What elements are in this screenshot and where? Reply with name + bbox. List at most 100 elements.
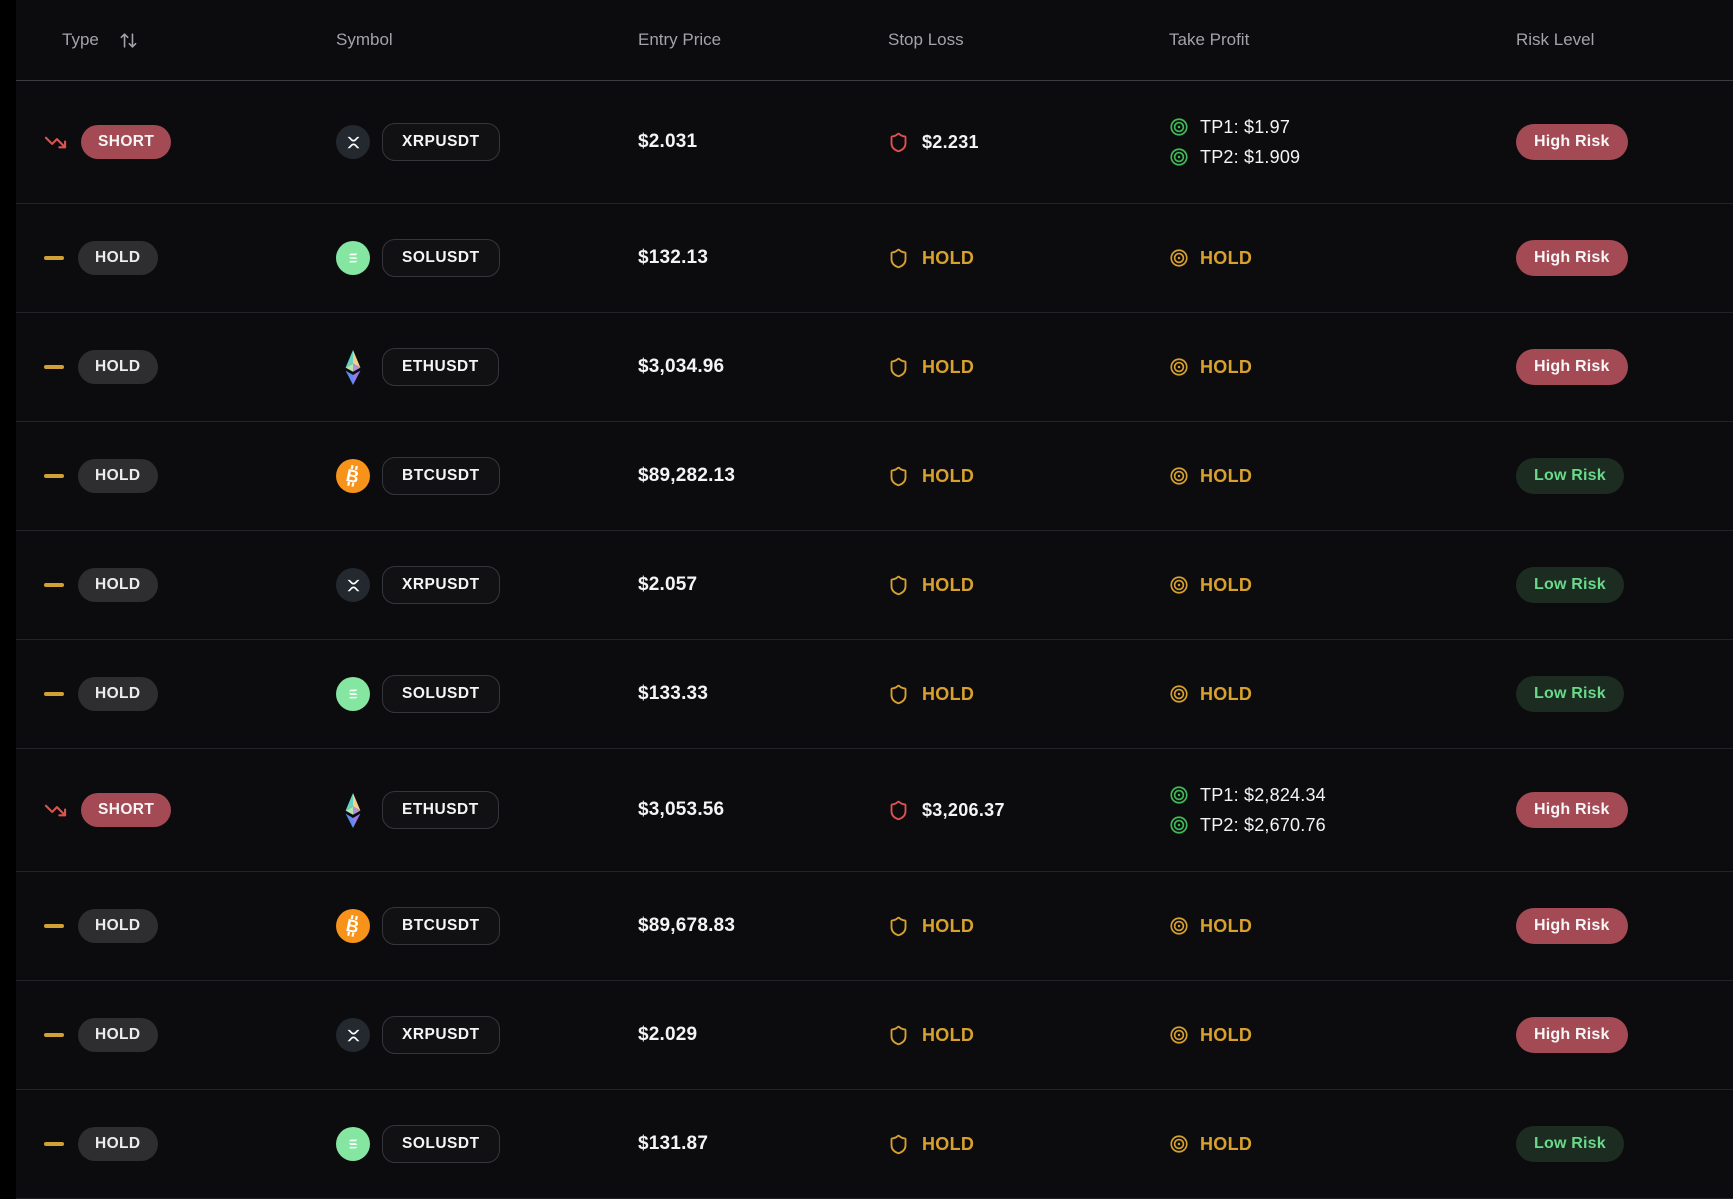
signal-row[interactable]: SHORT ETHUSDT $3,053.56 $3,206.37 TP1: $2,82…: [16, 749, 1733, 872]
take-profit-value: HOLD: [1200, 1024, 1253, 1045]
trending-down-icon: [44, 136, 67, 148]
signal-row[interactable]: HOLD B BTCUSDT $89,282.13 HOLD HOLD Low Risk: [16, 422, 1733, 531]
stop-loss-value: HOLD: [922, 356, 975, 377]
type-cell: HOLD: [16, 350, 320, 384]
stop-loss-value: HOLD: [922, 247, 975, 268]
column-header-tp: Take Profit: [1151, 30, 1496, 50]
symbol-cell: SOLUSDT: [320, 675, 616, 713]
entry-price: $131.87: [638, 1133, 709, 1154]
take-profit-value: HOLD: [1200, 574, 1253, 595]
signal-row[interactable]: HOLD SOLUSDT $131.87 HOLD HOLD Low Risk: [16, 1090, 1733, 1199]
column-header-label: Stop Loss: [888, 30, 964, 49]
stop-loss-cell: HOLD: [866, 683, 1151, 706]
take-profit-line: TP1: $1.97: [1169, 117, 1300, 138]
signal-row[interactable]: HOLD ETHUSDT $3,034.96 HOLD HOLD High Risk: [16, 313, 1733, 422]
dash-icon: [44, 924, 64, 928]
stop-loss-cell: HOLD: [866, 1133, 1151, 1156]
symbol-cell: XRPUSDT: [320, 123, 616, 161]
stop-loss-cell: $2.231: [866, 131, 1151, 154]
symbol-cell: ETHUSDT: [320, 348, 616, 386]
risk-level-cell: High Risk: [1496, 792, 1733, 828]
table-body: SHORT XRPUSDT $2.031 $2.231 TP1: $1.97 TP2: $…: [16, 81, 1733, 1199]
sort-icon[interactable]: [119, 31, 138, 50]
symbol-pill: SOLUSDT: [382, 675, 500, 713]
btc-coin-icon: B: [336, 459, 370, 493]
entry-price: $133.33: [638, 683, 709, 704]
type-cell: HOLD: [16, 909, 320, 943]
shield-icon: [890, 684, 907, 704]
eth-coin-icon: [336, 349, 370, 385]
risk-level-badge: High Risk: [1516, 124, 1628, 160]
type-badge: HOLD: [78, 1127, 158, 1161]
sol-coin-icon: [336, 241, 370, 275]
target-icon: [1170, 1026, 1188, 1044]
symbol-pill: SOLUSDT: [382, 1125, 500, 1163]
take-profit-targets: TP1: $1.97 TP2: $1.909: [1169, 117, 1300, 168]
target-icon: [1170, 249, 1188, 267]
signal-row[interactable]: HOLD SOLUSDT $133.33 HOLD HOLD Low Risk: [16, 640, 1733, 749]
take-profit-cell: HOLD: [1151, 248, 1496, 269]
take-profit-value: HOLD: [1200, 915, 1253, 936]
type-cell: SHORT: [16, 793, 320, 827]
type-badge: HOLD: [78, 909, 158, 943]
shield-icon: [890, 800, 907, 820]
target-icon: [1170, 118, 1188, 136]
signal-row[interactable]: SHORT XRPUSDT $2.031 $2.231 TP1: $1.97 TP2: $…: [16, 81, 1733, 204]
take-profit-value: HOLD: [1200, 247, 1253, 268]
sol-coin-icon: [336, 677, 370, 711]
btc-coin-icon: B: [336, 909, 370, 943]
target-icon: [1170, 786, 1188, 804]
type-badge: SHORT: [81, 125, 172, 159]
symbol-pill: BTCUSDT: [382, 907, 500, 945]
risk-level-cell: High Risk: [1496, 349, 1733, 385]
take-profit-targets: TP1: $2,824.34 TP2: $2,670.76: [1169, 785, 1326, 836]
type-badge: SHORT: [81, 793, 172, 827]
signal-row[interactable]: HOLD B BTCUSDT $89,678.83 HOLD HOLD High Risk: [16, 872, 1733, 981]
trading-signals-table: Type Symbol Entry Price Stop Loss Take Profi…: [16, 0, 1733, 1199]
target-icon: [1170, 1135, 1188, 1153]
take-profit-cell: HOLD: [1151, 916, 1496, 937]
shield-icon: [890, 248, 907, 268]
symbol-pill: ETHUSDT: [382, 791, 499, 829]
symbol-cell: SOLUSDT: [320, 239, 616, 277]
target-icon: [1170, 148, 1188, 166]
svg-text:B: B: [344, 915, 361, 937]
xrp-coin-icon: [336, 125, 370, 159]
signal-row[interactable]: HOLD XRPUSDT $2.029 HOLD HOLD High Risk: [16, 981, 1733, 1090]
take-profit-value: HOLD: [1200, 465, 1253, 486]
symbol-pill: BTCUSDT: [382, 457, 500, 495]
xrp-coin-icon: [336, 1018, 370, 1052]
risk-level-badge: High Risk: [1516, 349, 1628, 385]
column-header-stop: Stop Loss: [866, 30, 1151, 50]
entry-price-cell: $2.031: [616, 131, 866, 153]
take-profit-cell: HOLD: [1151, 684, 1496, 705]
stop-loss-value: HOLD: [922, 1133, 975, 1154]
stop-loss-cell: HOLD: [866, 356, 1151, 379]
stop-loss-cell: HOLD: [866, 915, 1151, 938]
take-profit-line: HOLD: [1169, 357, 1252, 378]
entry-price: $2.029: [638, 1024, 698, 1045]
risk-level-badge: Low Risk: [1516, 1126, 1624, 1162]
xrp-coin-icon: [336, 568, 370, 602]
signal-row[interactable]: HOLD XRPUSDT $2.057 HOLD HOLD Low Risk: [16, 531, 1733, 640]
take-profit-line: HOLD: [1169, 248, 1252, 269]
type-badge: HOLD: [78, 1018, 158, 1052]
risk-level-badge: High Risk: [1516, 792, 1628, 828]
take-profit-cell: HOLD: [1151, 1025, 1496, 1046]
risk-level-cell: Low Risk: [1496, 676, 1733, 712]
take-profit-line: HOLD: [1169, 1025, 1252, 1046]
risk-level-badge: Low Risk: [1516, 676, 1624, 712]
stop-loss-value: HOLD: [922, 683, 975, 704]
stop-loss-value: HOLD: [922, 915, 975, 936]
type-badge: HOLD: [78, 568, 158, 602]
risk-level-badge: High Risk: [1516, 908, 1628, 944]
target-icon: [1170, 917, 1188, 935]
column-header-type[interactable]: Type: [16, 30, 320, 50]
take-profit-line: TP2: $2,670.76: [1169, 815, 1326, 836]
take-profit-cell: HOLD: [1151, 575, 1496, 596]
stop-loss-value: HOLD: [922, 1024, 975, 1045]
signal-row[interactable]: HOLD SOLUSDT $132.13 HOLD HOLD High Risk: [16, 204, 1733, 313]
stop-loss-cell: HOLD: [866, 1024, 1151, 1047]
table-header-row: Type Symbol Entry Price Stop Loss Take Profi…: [16, 0, 1733, 81]
entry-price: $2.031: [638, 131, 698, 152]
